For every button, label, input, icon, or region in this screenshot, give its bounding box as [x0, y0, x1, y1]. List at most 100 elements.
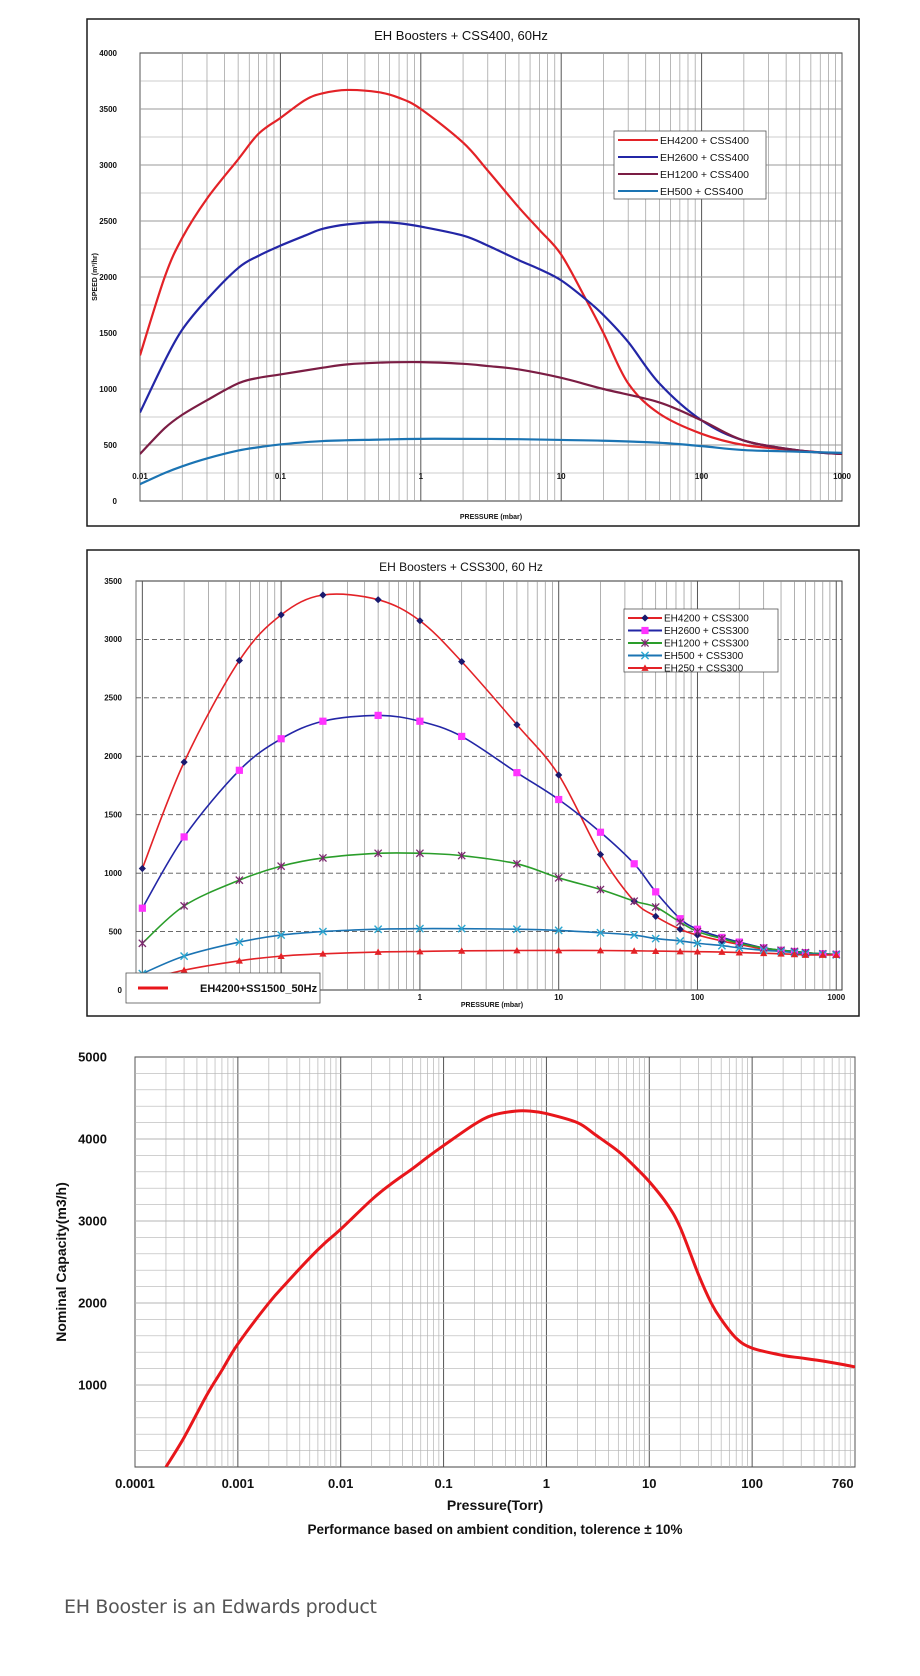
data-point	[641, 614, 649, 622]
data-point	[760, 949, 768, 957]
data-point	[651, 934, 660, 943]
data-point	[138, 939, 147, 948]
data-point	[180, 952, 189, 961]
footer-note: EH Booster is an Edwards product	[64, 1596, 377, 1618]
legend: EH4200+SS1500_50Hz	[125, 972, 321, 1004]
data-point	[735, 949, 743, 956]
data-point	[630, 930, 639, 940]
data-point	[458, 658, 466, 666]
data-point	[777, 950, 785, 957]
data-point	[596, 828, 605, 836]
data-point	[416, 717, 424, 725]
legend-label: EH500 + CSS400	[660, 186, 743, 198]
data-point	[555, 771, 563, 779]
y-tick-label: 4000	[99, 49, 117, 58]
data-point	[640, 638, 650, 648]
series-line	[140, 437, 842, 486]
data-point	[277, 930, 286, 940]
x-tick-label: 10	[554, 993, 563, 1002]
legend: EH4200 + CSS400 EH2600 + CSS400 EH1200 + C…	[613, 130, 767, 200]
legend-label: EH2600 + CSS400	[660, 152, 749, 164]
y-tick-label: 500	[104, 441, 118, 450]
x-tick-label: 100	[691, 993, 705, 1002]
y-tick-label: 1000	[78, 1378, 107, 1393]
plot-area	[134, 1056, 856, 1468]
data-point	[630, 947, 638, 954]
data-point	[416, 617, 424, 625]
y-tick-label: 3500	[104, 577, 122, 586]
y-tick-label: 1500	[104, 811, 122, 820]
y-tick-label: 500	[109, 927, 123, 936]
y-tick-label: 3500	[99, 105, 117, 114]
data-point	[138, 904, 146, 912]
y-tick-label: 1000	[104, 869, 122, 878]
data-point	[277, 611, 285, 619]
data-point	[676, 918, 685, 927]
data-point	[235, 876, 244, 885]
y-tick-label: 0	[118, 986, 123, 995]
data-point	[555, 795, 563, 804]
data-point	[513, 946, 521, 954]
data-point	[693, 927, 702, 936]
x-tick-label: 1000	[833, 472, 851, 481]
y-axis-label: SPEED (m³/hr)	[92, 253, 99, 301]
y-tick-label: 3000	[78, 1214, 107, 1229]
x-tick-label: 0.1	[435, 1476, 453, 1491]
data-point	[458, 732, 466, 741]
y-tick-label: 2500	[99, 217, 117, 226]
x-tick-label: 100	[741, 1476, 763, 1491]
data-point	[277, 862, 286, 871]
data-point	[415, 924, 425, 933]
data-point	[652, 888, 660, 896]
data-point	[235, 766, 243, 774]
x-tick-label: 1	[418, 993, 423, 1002]
legend-label: EH1200 + CSS400	[660, 169, 749, 181]
y-axis-label: Nominal Capacity(m3/h)	[53, 1182, 69, 1341]
data-point	[717, 934, 726, 943]
data-point	[415, 849, 424, 858]
data-point	[641, 626, 649, 635]
x-tick-label: 10	[557, 472, 566, 481]
legend-label: EH1200 + CSS300	[664, 639, 749, 650]
y-tick-labels: 0 500 1000 1500 2000 2500 3000 3500	[104, 577, 122, 995]
series-line	[140, 220, 842, 456]
data-point	[180, 758, 188, 766]
chart-title: EH Boosters + CSS400, 60Hz	[374, 28, 548, 43]
legend-label: EH4200 + CSS300	[664, 614, 749, 625]
data-point	[596, 850, 605, 859]
x-tick-label: 0.01	[328, 1476, 353, 1491]
data-point	[512, 859, 521, 868]
data-point	[374, 948, 382, 955]
x-tick-label: 0.0001	[115, 1476, 155, 1491]
data-point	[832, 951, 840, 958]
x-tick-label: 10	[642, 1476, 656, 1491]
chart-caption: Performance based on ambient condition, …	[307, 1522, 682, 1537]
data-point	[277, 735, 285, 743]
data-point	[596, 946, 605, 954]
data-point	[180, 833, 188, 841]
data-point	[596, 928, 605, 937]
data-point	[319, 717, 327, 725]
x-tick-labels: 0.0001 0.001 0.01 0.1 1 10 100 760	[115, 1476, 853, 1491]
y-tick-label: 2000	[78, 1296, 107, 1311]
data-point	[651, 902, 660, 912]
chart-title: EH Boosters + CSS300, 60 Hz	[379, 560, 543, 574]
data-point	[180, 901, 189, 910]
series-lines	[140, 88, 842, 486]
data-point	[554, 926, 563, 935]
data-point	[319, 950, 327, 957]
chart-ss1500: 0.0001 0.001 0.01 0.1 1 10 100 760 100020003000…	[53, 972, 856, 1537]
data-point	[640, 651, 650, 660]
data-point	[819, 951, 827, 958]
legend-label: EH250 + CSS300	[664, 664, 744, 675]
y-tick-label: 1000	[99, 385, 117, 394]
data-point	[693, 948, 702, 955]
x-axis-label: PRESSURE (mbar)	[461, 1002, 523, 1009]
data-point	[676, 936, 685, 946]
data-point	[318, 927, 328, 936]
data-point	[718, 948, 726, 955]
data-point	[676, 925, 684, 933]
y-tick-label: 2000	[104, 752, 122, 761]
legend-label: EH500 + CSS300	[664, 651, 744, 662]
